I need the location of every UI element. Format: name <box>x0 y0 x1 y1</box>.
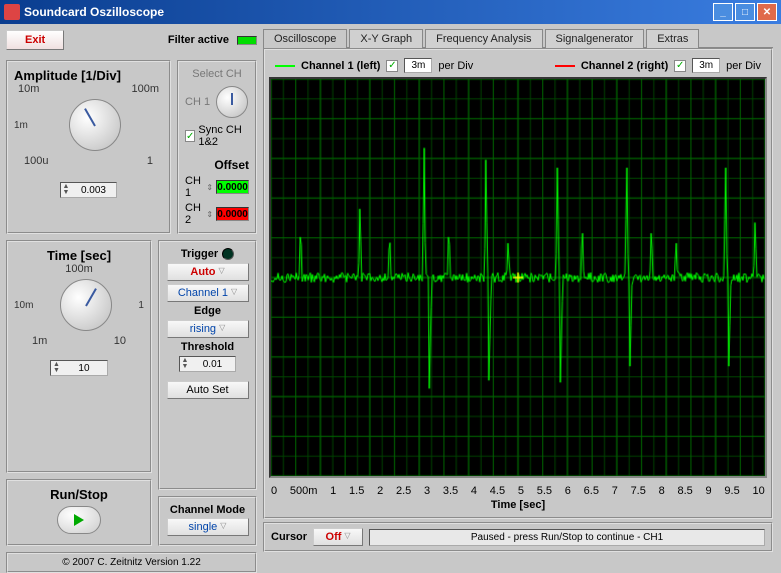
time-tick: 1 <box>138 300 144 311</box>
scope-canvas <box>271 79 765 476</box>
trigger-led <box>222 248 234 260</box>
perdiv-suffix2: per Div <box>726 60 761 72</box>
ch1-perdiv[interactable]: 3m <box>404 58 432 73</box>
maximize-button[interactable]: □ <box>735 3 755 21</box>
ch1-label: Channel 1 (left) <box>301 60 380 72</box>
runstop-button[interactable] <box>57 506 101 534</box>
credits-label: © 2007 C. Zeitnitz Version 1.22 <box>6 552 257 573</box>
time-tick: 100m <box>65 263 93 275</box>
tab-x-y-graph[interactable]: X-Y Graph <box>349 29 423 48</box>
status-bar: Cursor Off▽ Paused - press Run/Stop to c… <box>263 522 773 552</box>
amp-tick: 1 <box>147 155 153 167</box>
offset-title: Offset <box>185 158 249 172</box>
amplitude-value[interactable] <box>72 185 114 196</box>
time-tick: 10 <box>114 335 126 347</box>
channel-mode-panel: Channel Mode single▽ <box>158 496 257 546</box>
play-icon <box>74 514 84 526</box>
x-axis-label: Time [sec] <box>269 497 767 513</box>
trigger-threshold[interactable] <box>191 359 233 370</box>
x-axis-ticks: 0500m11.522.533.544.555.566.577.588.599.… <box>269 485 767 497</box>
select-ch-knob[interactable] <box>216 86 248 118</box>
offset-ch1-label: CH 1 <box>185 175 203 199</box>
select-ch-label: CH 1 <box>185 96 210 108</box>
tab-oscilloscope[interactable]: Oscilloscope <box>263 29 347 48</box>
cursor-mode-select[interactable]: Off▽ <box>313 528 363 546</box>
close-button[interactable]: ✕ <box>757 3 777 21</box>
runstop-title: Run/Stop <box>14 487 144 502</box>
perdiv-suffix: per Div <box>438 60 473 72</box>
sync-checkbox[interactable]: ✓ <box>185 130 195 142</box>
channel-mode-title: Channel Mode <box>166 504 249 516</box>
filter-active-label: Filter active <box>168 34 229 46</box>
trigger-autoset-button[interactable]: Auto Set <box>167 381 249 399</box>
time-value-box[interactable]: ▲▼ <box>50 360 108 376</box>
amp-tick: 100m <box>131 83 159 95</box>
exit-button[interactable]: Exit <box>6 30 64 50</box>
cursor-label: Cursor <box>271 531 307 543</box>
trigger-edge-label: Edge <box>194 305 221 317</box>
select-channel-panel: Select CH CH 1 ✓ Sync CH 1&2 Offset CH 1… <box>177 60 257 234</box>
time-tick: 1m <box>32 335 47 347</box>
ch1-swatch <box>275 65 295 67</box>
amplitude-value-box[interactable]: ▲▼ <box>60 182 118 198</box>
ch2-perdiv[interactable]: 3m <box>692 58 720 73</box>
trigger-threshold-box[interactable]: ▲▼ <box>179 356 237 372</box>
legend: Channel 1 (left) ✓ 3m per Div Channel 2 … <box>269 54 767 77</box>
oscilloscope-display <box>269 77 767 478</box>
filter-led <box>237 36 257 45</box>
time-panel: Time [sec] 100m 10m 1 1m 10 <box>6 240 152 473</box>
minimize-button[interactable]: _ <box>713 3 733 21</box>
amplitude-knob[interactable] <box>69 99 121 151</box>
ch2-checkbox[interactable]: ✓ <box>674 60 686 72</box>
trigger-threshold-label: Threshold <box>181 341 234 353</box>
amp-tick: 10m <box>18 83 39 95</box>
ch2-label: Channel 2 (right) <box>581 60 668 72</box>
tab-signalgenerator[interactable]: Signalgenerator <box>545 29 645 48</box>
ch1-checkbox[interactable]: ✓ <box>386 60 398 72</box>
tab-extras[interactable]: Extras <box>646 29 699 48</box>
select-ch-title: Select CH <box>185 68 249 80</box>
runstop-panel: Run/Stop <box>6 479 152 546</box>
trigger-source-select[interactable]: Channel 1▽ <box>167 284 249 302</box>
time-value[interactable] <box>63 363 105 374</box>
ch2-swatch <box>555 65 575 67</box>
offset-ch2-label: CH 2 <box>185 202 203 226</box>
trigger-panel: Trigger Auto▽ Channel 1▽ Edge rising▽ Th… <box>158 240 257 490</box>
app-icon <box>4 4 20 20</box>
titlebar: Soundcard Oszilloscope _ □ ✕ <box>0 0 781 24</box>
trigger-mode-select[interactable]: Auto▽ <box>167 263 249 281</box>
channel-mode-select[interactable]: single▽ <box>167 518 249 536</box>
sync-label: Sync CH 1&2 <box>198 124 249 148</box>
offset-ch2-value[interactable]: 0.0000 <box>216 207 249 221</box>
amplitude-panel: Amplitude [1/Div] 10m 100m 1m 100u 1 <box>6 60 171 234</box>
trigger-edge-select[interactable]: rising▽ <box>167 320 249 338</box>
time-title: Time [sec] <box>14 248 144 263</box>
status-text: Paused - press Run/Stop to continue - CH… <box>369 529 765 546</box>
tab-bar: OscilloscopeX-Y GraphFrequency AnalysisS… <box>263 28 773 48</box>
window-title: Soundcard Oszilloscope <box>24 5 713 19</box>
amplitude-title: Amplitude [1/Div] <box>14 68 163 83</box>
time-knob[interactable] <box>60 279 112 331</box>
time-tick: 10m <box>14 300 33 311</box>
amp-tick: 1m <box>14 120 28 131</box>
tab-frequency-analysis[interactable]: Frequency Analysis <box>425 29 542 48</box>
offset-ch1-value[interactable]: 0.0000 <box>216 180 249 194</box>
amp-tick: 100u <box>24 155 48 167</box>
trigger-title: Trigger <box>181 248 218 260</box>
